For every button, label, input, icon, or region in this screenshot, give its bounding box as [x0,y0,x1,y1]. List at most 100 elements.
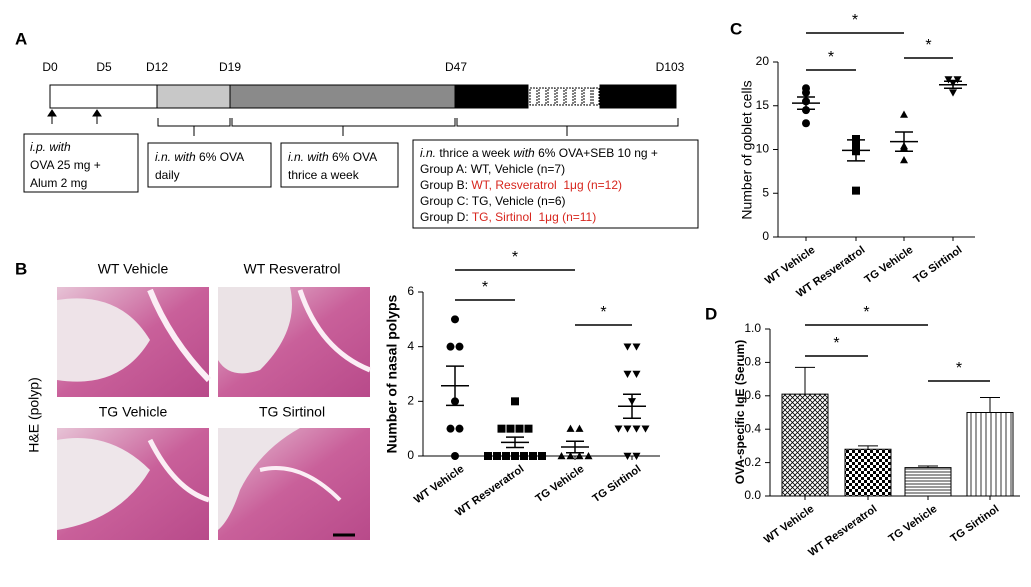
y-tick-label: 20 [756,54,770,68]
panel-label: B [15,259,27,278]
significance-label: * [863,304,869,321]
significance-label: * [600,304,606,321]
x-tick-label: WT Vehicle [412,463,466,506]
point [632,343,641,351]
point [451,452,459,460]
y-tick-label: 0 [762,229,769,243]
box-line: i.n. with 6% OVA [155,150,244,164]
point [949,89,957,97]
point [524,424,533,433]
point [557,452,566,460]
image-caption: WT Vehicle [98,261,169,277]
box-text: with [513,146,535,160]
x-tick-label: WT Resveratrol [806,503,879,559]
point [484,452,492,460]
point [515,424,524,433]
y-tick-label: 6 [407,284,414,298]
point [497,424,506,433]
y-tick-label: 2 [407,394,414,408]
day-label: D47 [445,60,467,74]
sem-bar [797,96,815,110]
sem-bar [623,393,641,420]
point [623,343,632,351]
panel-label: C [730,19,742,38]
y-tick-label: 0.4 [744,421,761,435]
boxes [23,133,699,229]
box-text: 6% OVA+SEB 10 ng + [535,146,658,160]
image-caption: TG Vehicle [99,404,168,420]
x-tick-label: TG Vehicle [886,503,939,545]
sem-bar [506,436,524,449]
significance-label: * [925,37,931,54]
significance-label: * [956,360,962,377]
y-tick-label: 0.2 [744,455,761,469]
box-text: TG, Sirtinol 1μg (n=11) [472,210,596,224]
x-tick-label: TG Vehicle [862,244,915,286]
y-tick-label: 0.8 [744,355,761,369]
significance-label: * [852,12,858,29]
point [623,370,632,378]
point [538,452,546,460]
box-text: i.n. with [155,150,196,164]
box-line: OVA 25 mg + [30,158,101,172]
sem-bar [446,365,464,407]
point [900,156,908,164]
sem-bar [847,139,865,162]
x-tick-label: TG Vehicle [533,463,586,505]
point [802,119,810,128]
point [520,452,528,460]
day-label: D103 [656,60,685,74]
point [623,425,632,433]
box-text: daily [155,168,180,182]
day-label: D19 [219,60,241,74]
point [852,186,860,195]
point [575,424,584,432]
point [566,424,575,432]
point [511,452,519,460]
point [953,76,962,84]
significance-label: * [833,335,839,352]
point [511,397,519,406]
x-tick-label: WT Vehicle [762,503,816,546]
box-line: Group D: TG, Sirtinol 1μg (n=11) [420,210,596,224]
timeline-bar [49,84,677,109]
box-text: i.n. [420,146,436,160]
point [584,452,593,460]
histology-images [57,287,371,540]
point [852,135,860,143]
day-label: D5 [96,60,112,74]
significance-label: * [828,49,834,66]
x-tick-label: TG Sirtinol [948,503,1001,545]
image-side-label: H&E (polyp) [26,377,42,452]
point [802,88,810,97]
box-text: 6% OVA [329,150,377,164]
bar [966,412,1014,497]
box-line: Group B: WT, Resveratrol 1μg (n=12) [420,178,622,192]
box-text: i.p. with [30,140,71,154]
y-tick-label: 0 [407,448,414,462]
box-text: Group B: [420,178,471,192]
box-line: i.n. thrice a week with 6% OVA+SEB 10 ng… [420,146,658,160]
point [566,452,575,460]
sem-bar [895,131,913,152]
sem-bar [566,440,584,454]
error-bar [795,366,815,395]
point [446,342,455,351]
error-bar [858,445,878,450]
point [632,370,641,378]
point [455,424,464,433]
x-tick-label: TG Sirtinol [590,463,643,505]
day-label: D12 [146,60,168,74]
point [575,452,584,460]
day-label: D0 [42,60,58,74]
point [506,424,515,433]
point [944,76,953,84]
y-axis-label: Number of goblet cells [739,80,755,219]
significance-label: * [512,249,518,266]
box-line: daily [155,168,180,182]
point [632,452,641,460]
y-tick-label: 10 [756,142,770,156]
y-tick-label: 1.0 [744,321,761,335]
point [623,452,632,460]
